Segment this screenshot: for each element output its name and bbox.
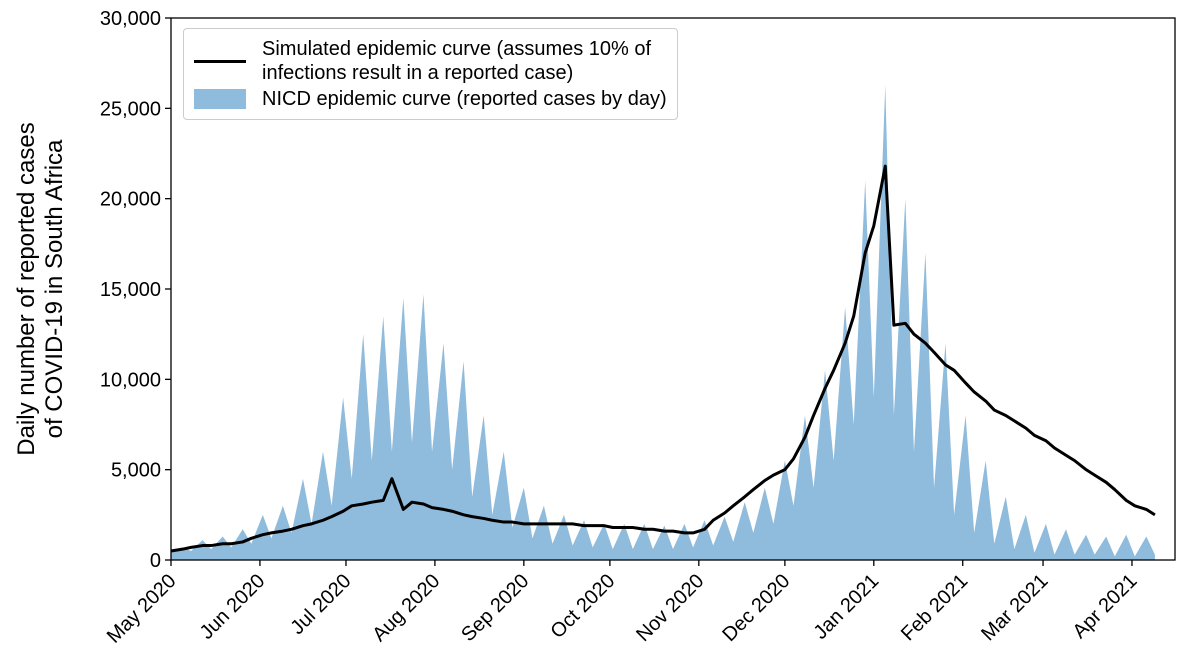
x-tick-label: Jul 2020 <box>286 570 355 639</box>
legend: Simulated epidemic curve (assumes 10% of… <box>183 28 678 120</box>
x-tick-label: Oct 2020 <box>546 570 619 643</box>
legend-label: Simulated epidemic curve (assumes 10% of… <box>262 38 652 84</box>
y-tick-label: 10,000 <box>100 369 161 391</box>
y-axis-label: Daily number of reported cases of COVID-… <box>13 122 68 456</box>
x-tick-label: Apr 2021 <box>1069 570 1142 643</box>
x-tick-label: May 2020 <box>103 570 181 648</box>
x-tick-label: Jan 2021 <box>810 570 884 644</box>
x-tick-label: Mar 2021 <box>977 570 1052 645</box>
legend-entry: Simulated epidemic curve (assumes 10% of… <box>194 37 667 85</box>
y-tick-label: 25,000 <box>100 98 161 120</box>
y-tick-label: 30,000 <box>100 8 161 30</box>
line <box>170 164 1156 553</box>
y-tick-label: 0 <box>150 550 161 572</box>
y-tick-label: 20,000 <box>100 189 161 211</box>
y-tick-label: 15,000 <box>100 279 161 301</box>
x-tick-label: Feb 2021 <box>897 570 972 645</box>
legend-key <box>194 59 246 63</box>
legend-entry: NICD epidemic curve (reported cases by d… <box>194 87 667 111</box>
area <box>171 84 1155 560</box>
x-tick-label: Jun 2020 <box>196 570 270 644</box>
x-tick-label: Dec 2020 <box>718 570 794 646</box>
y-tick-label: 5,000 <box>111 460 161 482</box>
x-tick-label: Aug 2020 <box>368 570 444 646</box>
legend-key <box>194 89 246 109</box>
x-tick-label: Nov 2020 <box>632 570 708 646</box>
x-tick-label: Sep 2020 <box>457 570 533 646</box>
legend-label: NICD epidemic curve (reported cases by d… <box>262 88 667 110</box>
